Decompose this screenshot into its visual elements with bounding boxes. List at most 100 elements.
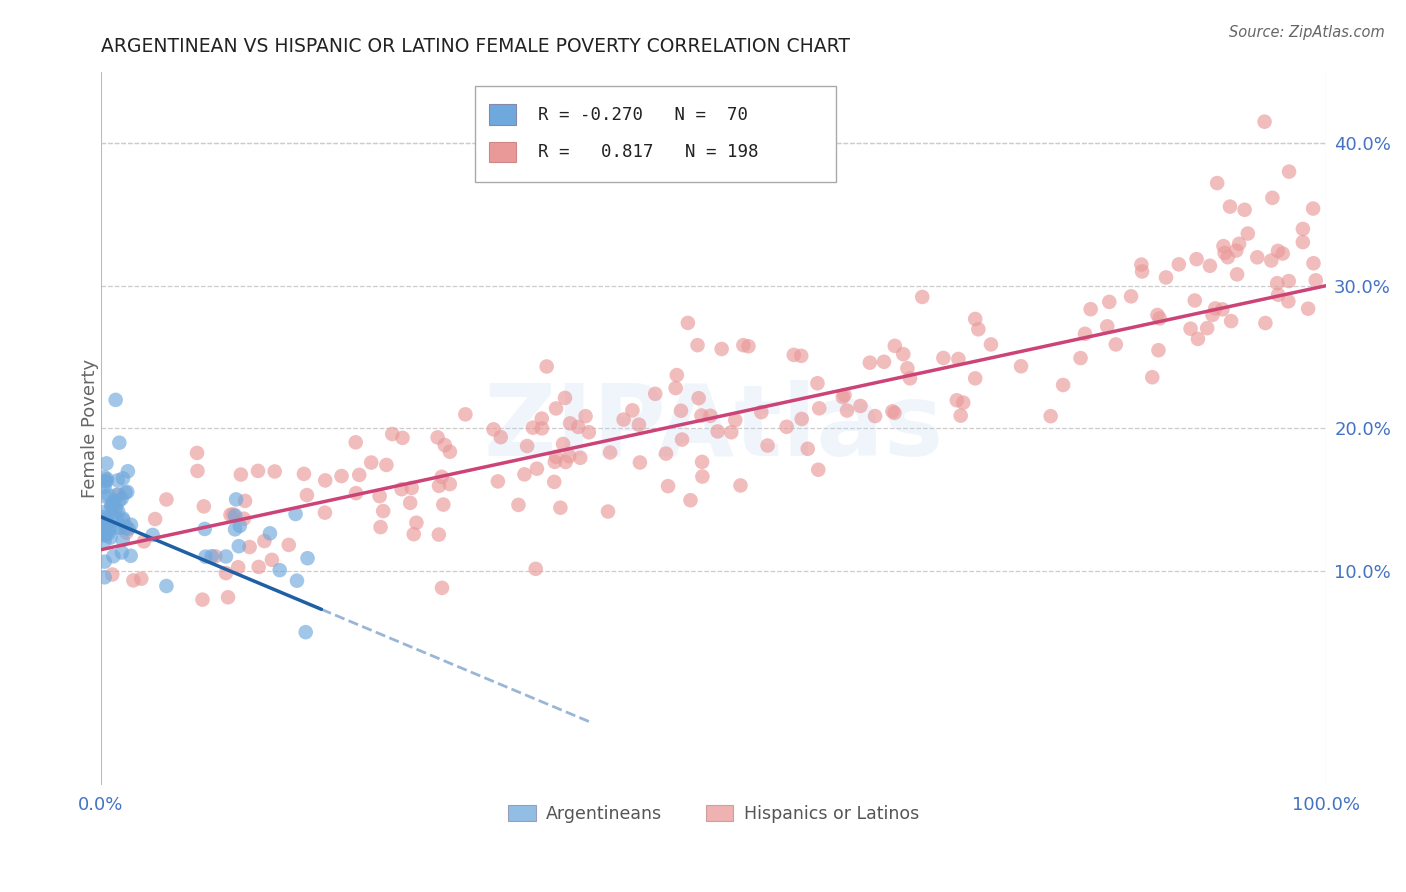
Point bbox=[294, 625, 316, 640]
Point bbox=[101, 498, 124, 512]
Point bbox=[108, 488, 131, 502]
Point bbox=[1185, 252, 1208, 267]
Point bbox=[368, 489, 391, 503]
Point bbox=[596, 504, 619, 518]
Point bbox=[277, 538, 299, 552]
Point bbox=[114, 521, 136, 535]
Point bbox=[427, 479, 450, 493]
Point bbox=[613, 412, 636, 426]
Point bbox=[710, 342, 733, 356]
Point bbox=[1212, 239, 1234, 253]
Point bbox=[120, 549, 142, 563]
Point bbox=[101, 567, 124, 582]
Point bbox=[314, 506, 336, 520]
Point bbox=[93, 533, 115, 548]
Point bbox=[808, 401, 831, 416]
Point bbox=[544, 455, 567, 469]
Point bbox=[224, 508, 246, 523]
Point bbox=[260, 553, 283, 567]
Point bbox=[551, 437, 574, 451]
Point bbox=[111, 491, 134, 506]
Point bbox=[104, 501, 127, 516]
Point bbox=[669, 403, 692, 417]
Point bbox=[863, 409, 886, 423]
Point bbox=[896, 361, 918, 376]
Point bbox=[1292, 222, 1315, 236]
Point bbox=[1277, 294, 1299, 309]
Point bbox=[142, 528, 165, 542]
Point bbox=[665, 381, 688, 395]
Point bbox=[835, 403, 858, 417]
Point bbox=[232, 512, 254, 526]
Point bbox=[193, 500, 215, 514]
Point bbox=[96, 511, 118, 525]
Point bbox=[100, 531, 122, 545]
Point bbox=[1278, 274, 1301, 288]
Point bbox=[344, 435, 367, 450]
Point bbox=[426, 430, 449, 444]
Point bbox=[104, 392, 127, 407]
Point bbox=[1119, 289, 1142, 303]
Point bbox=[1052, 378, 1074, 392]
Point bbox=[93, 555, 115, 569]
Point bbox=[898, 371, 921, 385]
Point bbox=[103, 510, 125, 524]
Point bbox=[526, 461, 548, 475]
Point bbox=[285, 574, 308, 588]
Point bbox=[132, 534, 155, 549]
Point bbox=[1010, 359, 1032, 374]
Point bbox=[522, 420, 544, 434]
Point bbox=[482, 422, 505, 436]
Point bbox=[558, 417, 581, 431]
Point bbox=[93, 480, 115, 494]
Point bbox=[599, 445, 621, 459]
Point bbox=[1184, 293, 1206, 308]
Point bbox=[665, 368, 688, 383]
Point bbox=[546, 450, 568, 464]
Point bbox=[1246, 250, 1268, 264]
FancyBboxPatch shape bbox=[475, 86, 835, 182]
Point bbox=[1267, 287, 1289, 301]
Point bbox=[1233, 202, 1256, 217]
Point bbox=[790, 349, 813, 363]
Point bbox=[360, 456, 382, 470]
Point bbox=[93, 505, 115, 519]
Point bbox=[730, 478, 752, 492]
Point bbox=[201, 549, 224, 564]
Point bbox=[574, 409, 596, 424]
Point bbox=[1070, 351, 1092, 365]
Point bbox=[486, 475, 509, 489]
Point bbox=[229, 519, 252, 533]
Point bbox=[628, 455, 651, 469]
Point bbox=[775, 419, 797, 434]
Point bbox=[430, 581, 453, 595]
Point bbox=[215, 549, 238, 564]
Point bbox=[1197, 321, 1219, 335]
Point bbox=[558, 449, 581, 463]
Point bbox=[530, 411, 553, 425]
Point bbox=[1302, 202, 1324, 216]
Point bbox=[655, 447, 678, 461]
Point bbox=[229, 467, 252, 482]
Point bbox=[228, 539, 250, 553]
Legend: Argentineans, Hispanics or Latinos: Argentineans, Hispanics or Latinos bbox=[501, 797, 927, 830]
Point bbox=[688, 391, 710, 405]
Point bbox=[117, 484, 139, 499]
Point bbox=[107, 520, 129, 534]
Point bbox=[1167, 257, 1189, 271]
Point bbox=[129, 572, 152, 586]
Point bbox=[108, 521, 131, 535]
Point bbox=[186, 446, 208, 460]
Point bbox=[849, 399, 872, 413]
Point bbox=[1253, 114, 1275, 128]
Point bbox=[1226, 268, 1249, 282]
Point bbox=[186, 464, 208, 478]
Point bbox=[1187, 332, 1209, 346]
Point bbox=[524, 562, 547, 576]
Point bbox=[1302, 256, 1324, 270]
Point bbox=[100, 500, 122, 514]
FancyBboxPatch shape bbox=[489, 104, 516, 125]
Point bbox=[107, 474, 129, 488]
Point bbox=[965, 312, 987, 326]
Point bbox=[690, 409, 713, 423]
